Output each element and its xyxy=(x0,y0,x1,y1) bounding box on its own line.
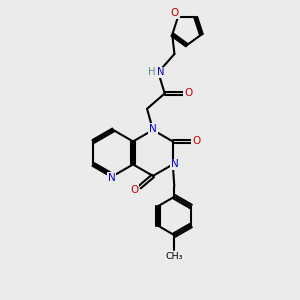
Text: H: H xyxy=(148,67,155,77)
Text: CH₃: CH₃ xyxy=(166,252,183,261)
Text: N: N xyxy=(157,67,164,77)
Text: O: O xyxy=(184,88,192,98)
Text: O: O xyxy=(130,185,139,195)
Text: N: N xyxy=(149,124,157,134)
Text: N: N xyxy=(108,173,116,183)
Text: N: N xyxy=(171,159,179,170)
Text: O: O xyxy=(171,8,179,18)
Text: O: O xyxy=(192,136,200,146)
